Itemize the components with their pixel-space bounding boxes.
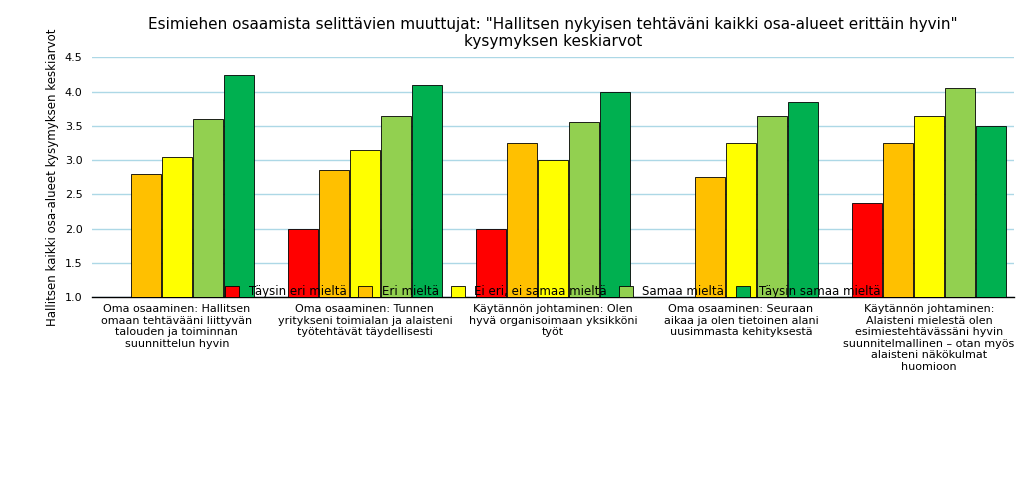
Bar — [788, 102, 818, 297]
Bar — [193, 119, 223, 297]
Bar — [914, 115, 944, 297]
Bar — [945, 88, 975, 297]
Bar — [381, 115, 411, 297]
Bar — [224, 75, 254, 297]
Bar — [288, 228, 317, 297]
Bar — [757, 115, 787, 297]
Bar — [726, 143, 756, 297]
Y-axis label: Hallitsen kaikki osa-alueet kysymyksen keskiarvot: Hallitsen kaikki osa-alueet kysymyksen k… — [46, 28, 59, 326]
Legend: Täysin eri mieltä, Eri mieltä, Ei eri, ei samaa mieltä, Samaa mieltä, Täysin sam: Täysin eri mieltä, Eri mieltä, Ei eri, e… — [220, 281, 886, 303]
Bar — [538, 160, 568, 297]
Bar — [318, 171, 349, 297]
Bar — [350, 150, 380, 297]
Title: Esimiehen osaamista selittävien muuttujat: "Hallitsen nykyisen tehtäväni kaikki : Esimiehen osaamista selittävien muuttuja… — [148, 17, 957, 49]
Bar — [695, 177, 725, 297]
Bar — [976, 126, 1007, 297]
Bar — [852, 203, 882, 297]
Bar — [162, 157, 191, 297]
Bar — [600, 91, 630, 297]
Bar — [569, 123, 599, 297]
Bar — [507, 143, 537, 297]
Bar — [476, 228, 506, 297]
Bar — [412, 85, 442, 297]
Bar — [131, 174, 161, 297]
Bar — [883, 143, 913, 297]
